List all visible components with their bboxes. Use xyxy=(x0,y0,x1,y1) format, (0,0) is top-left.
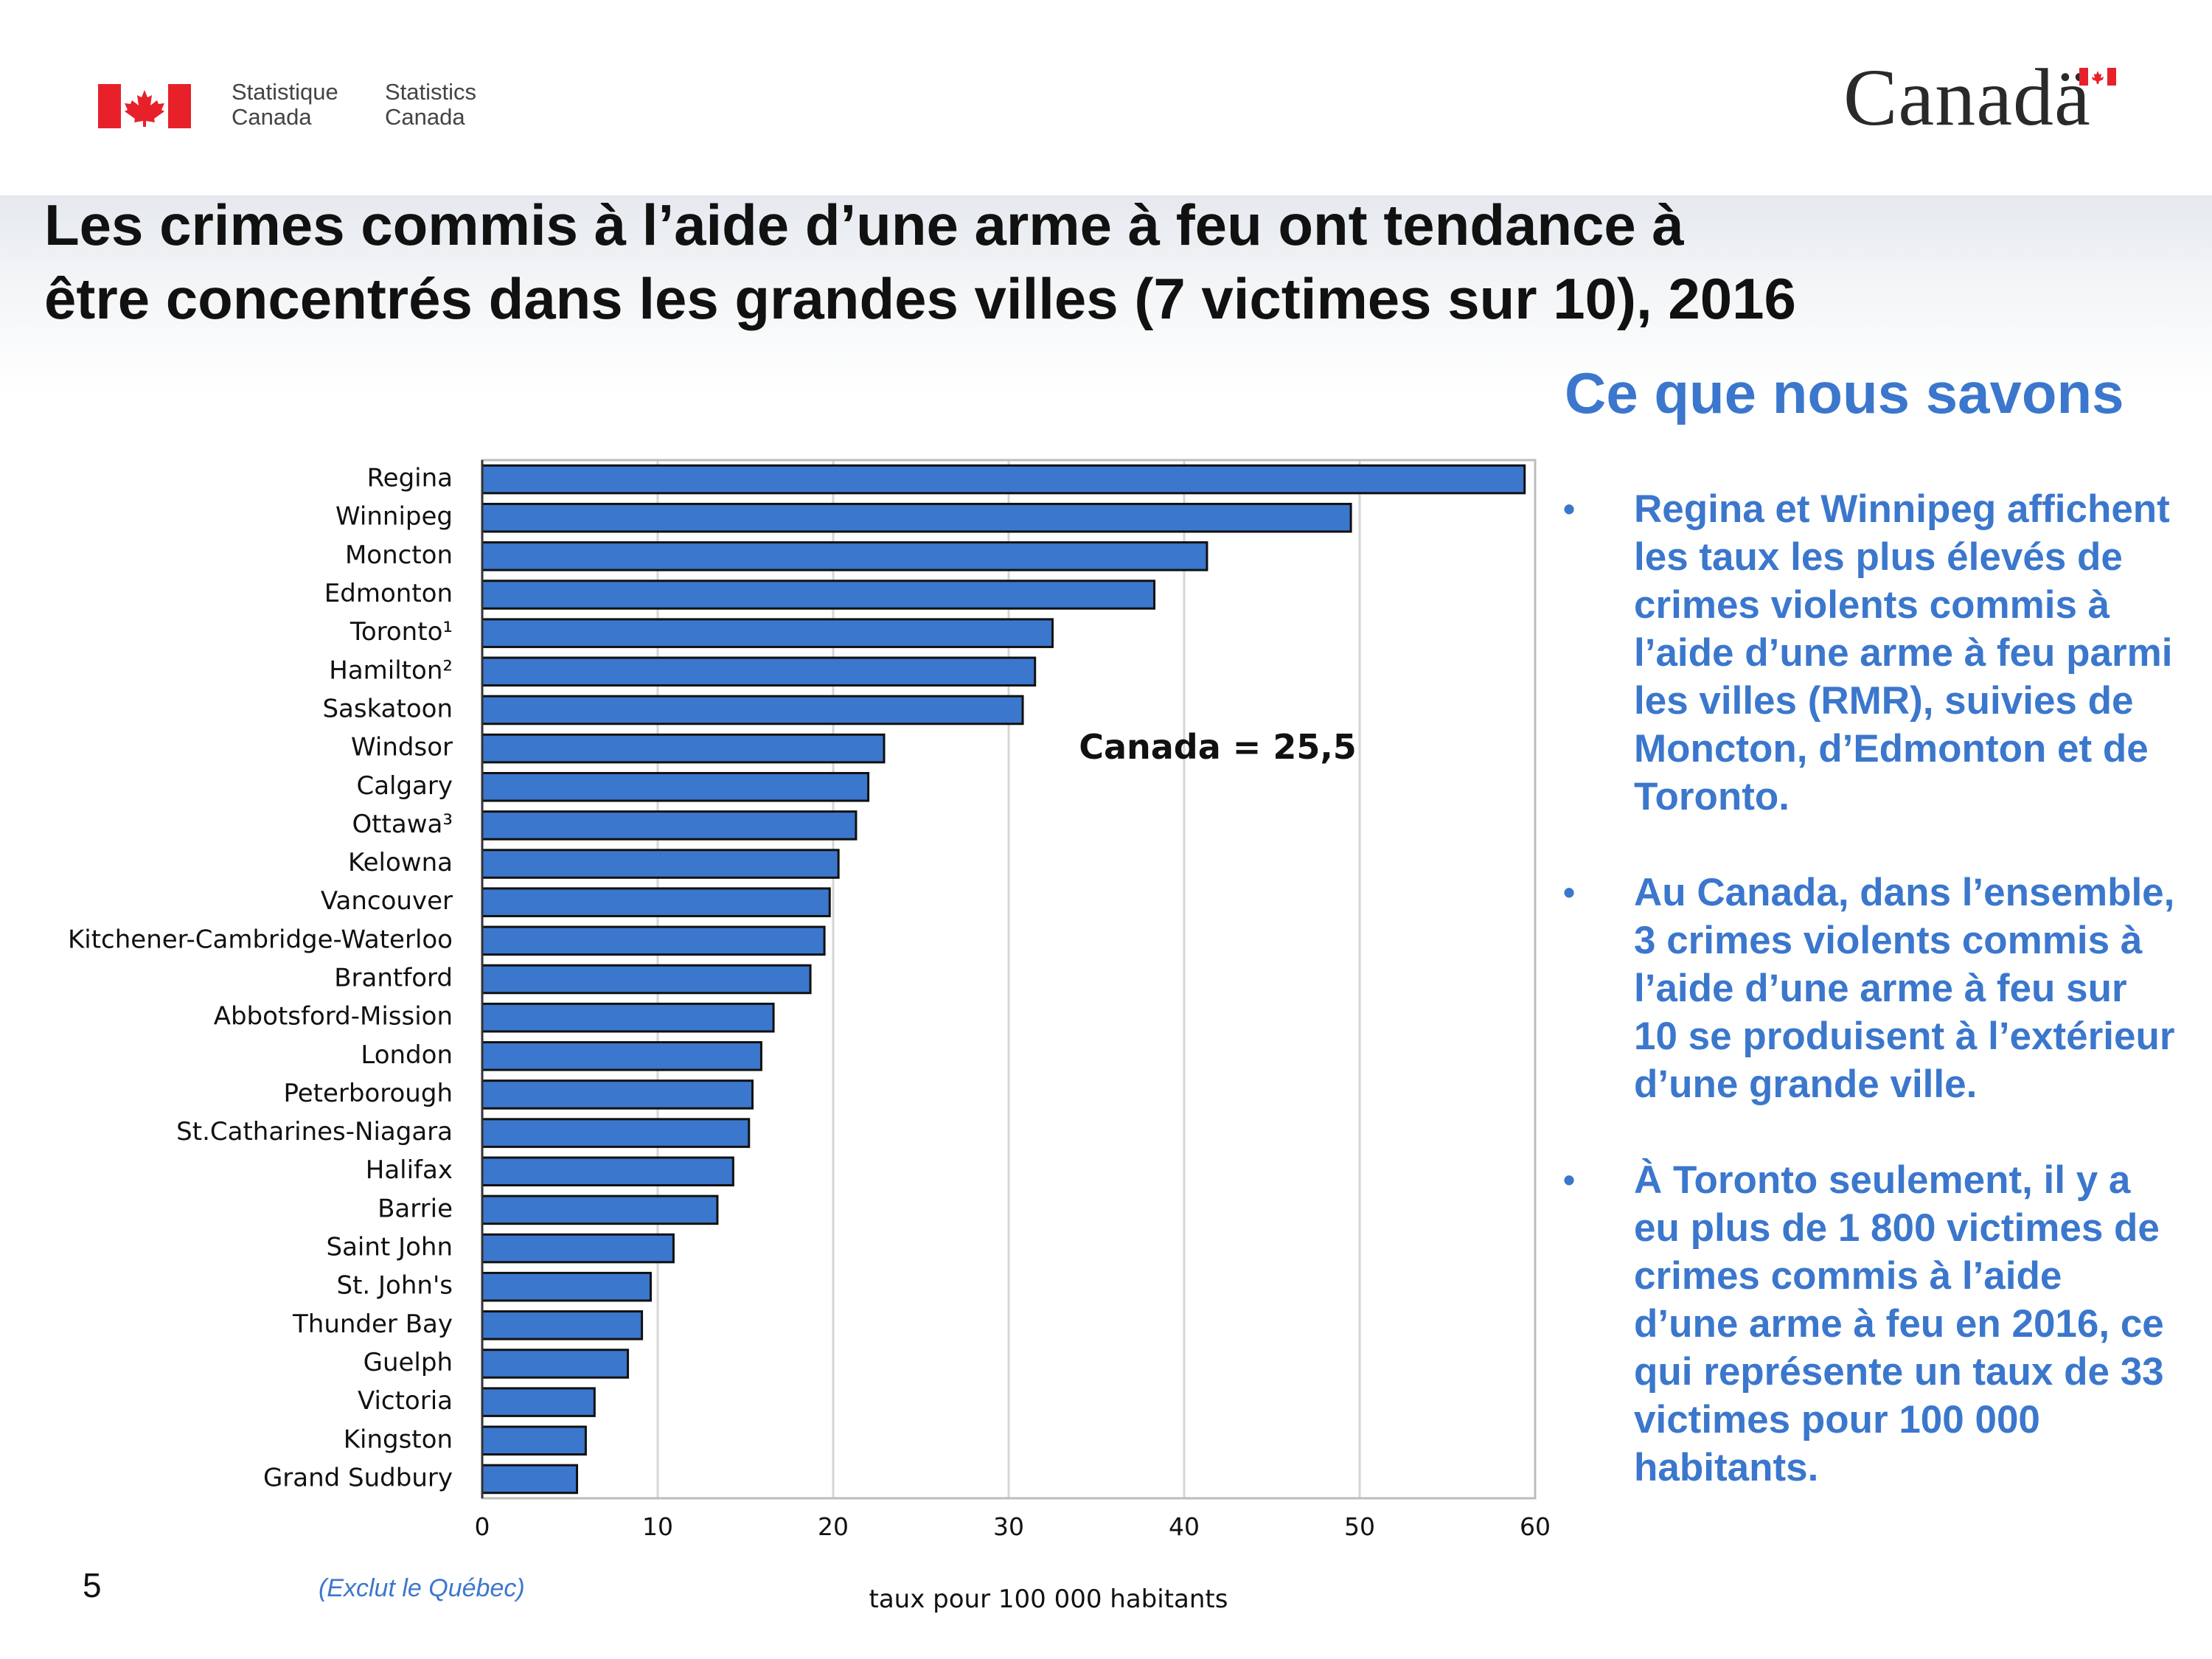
category-label: Grand Sudbury xyxy=(263,1463,453,1492)
bar xyxy=(481,1002,775,1033)
category-label: Saskatoon xyxy=(322,694,453,723)
side-panel-title: Ce que nous savons xyxy=(1565,361,2124,425)
bar xyxy=(481,1118,751,1148)
title-band xyxy=(0,195,2212,394)
category-label: Vancouver xyxy=(321,886,453,916)
bar xyxy=(481,1310,644,1340)
bar xyxy=(481,733,886,764)
category-label: Winnipeg xyxy=(335,502,453,532)
bar xyxy=(481,1156,734,1187)
category-label: London xyxy=(361,1040,453,1070)
category-label: Moncton xyxy=(345,540,453,570)
category-label: Toronto¹ xyxy=(349,617,453,647)
page-number: 5 xyxy=(83,1566,102,1604)
category-label: Abbotsford-Mission xyxy=(214,1002,453,1032)
bar xyxy=(481,580,1156,610)
category-label: Ottawa³ xyxy=(352,810,453,839)
slide-title: Les crimes commis à l’aide d’une arme à … xyxy=(44,188,2035,335)
x-tick-label: 0 xyxy=(475,1512,490,1541)
bar xyxy=(481,1233,675,1264)
bar xyxy=(481,1464,579,1495)
bar xyxy=(481,1194,719,1225)
wordmark-flag-icon xyxy=(2079,68,2116,86)
category-label: Windsor xyxy=(351,733,453,762)
x-tick-label: 60 xyxy=(1520,1512,1551,1541)
category-label: Peterborough xyxy=(283,1079,453,1108)
category-label: Barrie xyxy=(378,1194,453,1223)
bullet-list: • Regina et Winnipeg affichent les taux … xyxy=(1563,485,2175,1540)
bullet-text: À Toronto seulement, il y a eu plus de 1… xyxy=(1634,1158,2164,1489)
bar xyxy=(481,964,812,995)
category-label: Saint John xyxy=(327,1233,453,1262)
statcan-fr-label: Statistique Canada xyxy=(232,79,338,130)
bar xyxy=(481,887,831,917)
bar xyxy=(481,618,1054,648)
bar xyxy=(481,1387,596,1417)
bar xyxy=(481,541,1208,571)
bar xyxy=(481,810,858,841)
bar xyxy=(481,771,870,802)
slide-title-line-1: Les crimes commis à l’aide d’une arme à … xyxy=(44,192,1684,257)
footnote: (Exclut le Québec) xyxy=(319,1574,525,1602)
x-tick-label: 40 xyxy=(1169,1512,1200,1541)
bar xyxy=(481,1271,652,1302)
bar xyxy=(481,656,1037,687)
bullet-marker: • xyxy=(1563,1161,1576,1199)
category-label: Kingston xyxy=(344,1425,453,1454)
category-label: St.Catharines-Niagara xyxy=(176,1117,453,1147)
bar xyxy=(481,1349,630,1379)
category-label: Edmonton xyxy=(324,579,453,608)
x-tick-label: 30 xyxy=(993,1512,1024,1541)
bar xyxy=(481,1079,754,1110)
slide-title-line-2: être concentrés dans les grandes villes … xyxy=(44,266,1796,331)
bar xyxy=(481,464,1526,495)
x-tick-label: 50 xyxy=(1344,1512,1375,1541)
category-label: Hamilton² xyxy=(329,655,453,685)
category-label: Guelph xyxy=(364,1348,453,1377)
x-axis-title: taux pour 100 000 habitants xyxy=(869,1585,1228,1614)
bar xyxy=(481,849,840,879)
category-label: Victoria xyxy=(358,1386,453,1416)
bar xyxy=(481,925,826,956)
bar xyxy=(481,1425,587,1456)
bullet-marker: • xyxy=(1563,490,1576,528)
category-label: Calgary xyxy=(356,771,453,801)
category-label: Kelowna xyxy=(348,848,453,877)
bar xyxy=(481,1041,762,1071)
category-label: St. John's xyxy=(336,1271,453,1301)
bullet-text: Au Canada, dans l’ensemble, 3 crimes vio… xyxy=(1634,871,2175,1106)
category-label: Halifax xyxy=(366,1155,453,1185)
category-label: Thunder Bay xyxy=(292,1310,453,1339)
bullet-text: Regina et Winnipeg affichent les taux le… xyxy=(1634,487,2173,818)
bullet-item: • Regina et Winnipeg affichent les taux … xyxy=(1563,485,2175,821)
x-tick-label: 20 xyxy=(818,1512,849,1541)
canada-average-annotation: Canada = 25,5 xyxy=(1079,727,1357,767)
canada-flag-icon xyxy=(98,84,191,128)
category-label: Kitchener-Cambridge-Waterloo xyxy=(68,925,453,954)
header-bar: Statistique Canada Statistics Canada Can… xyxy=(0,0,2212,195)
bullet-item: • À Toronto seulement, il y a eu plus de… xyxy=(1563,1156,2175,1492)
bar xyxy=(481,502,1352,533)
category-label: Brantford xyxy=(334,964,453,993)
bar-chart: Regina Winnipeg Moncton Edmonton Toronto¹ Ham… xyxy=(68,459,1551,1614)
canada-wordmark: Canadä xyxy=(1843,52,2091,142)
bullet-item: • Au Canada, dans l’ensemble, 3 crimes v… xyxy=(1563,869,2175,1108)
statcan-en-label: Statistics Canada xyxy=(385,79,477,130)
bar xyxy=(481,695,1024,726)
category-label: Regina xyxy=(367,464,453,493)
bullet-marker: • xyxy=(1563,873,1576,911)
x-tick-label: 10 xyxy=(642,1512,673,1541)
